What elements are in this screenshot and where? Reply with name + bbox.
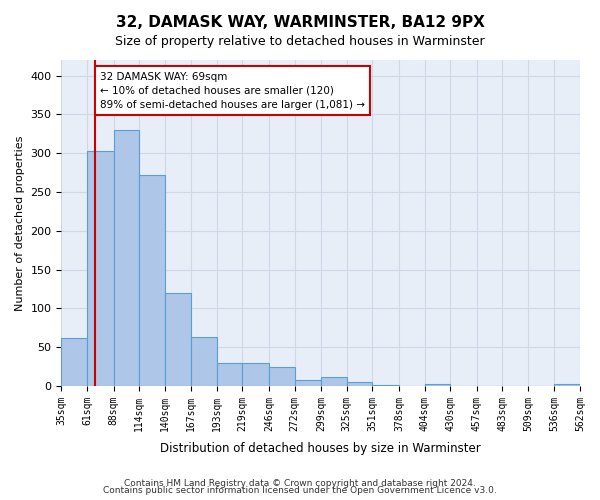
Text: 32 DAMASK WAY: 69sqm
← 10% of detached houses are smaller (120)
89% of semi-deta: 32 DAMASK WAY: 69sqm ← 10% of detached h… [100,72,365,110]
Bar [113,130,139,386]
Bar [269,366,295,386]
Bar [321,378,347,386]
Bar [87,151,113,386]
Bar [61,338,87,386]
Y-axis label: Number of detached properties: Number of detached properties [15,136,25,310]
Bar [373,385,399,386]
Text: 32, DAMASK WAY, WARMINSTER, BA12 9PX: 32, DAMASK WAY, WARMINSTER, BA12 9PX [116,15,484,30]
Bar [347,382,373,386]
Bar [554,384,580,386]
Bar [139,175,165,386]
Bar [242,364,269,386]
Bar [165,293,191,386]
Text: Contains HM Land Registry data © Crown copyright and database right 2024.: Contains HM Land Registry data © Crown c… [124,478,476,488]
Bar [191,337,217,386]
Bar [217,364,242,386]
Text: Contains public sector information licensed under the Open Government Licence v3: Contains public sector information licen… [103,486,497,495]
Bar [425,384,450,386]
Text: Size of property relative to detached houses in Warminster: Size of property relative to detached ho… [115,35,485,48]
X-axis label: Distribution of detached houses by size in Warminster: Distribution of detached houses by size … [160,442,481,455]
Bar [295,380,321,386]
